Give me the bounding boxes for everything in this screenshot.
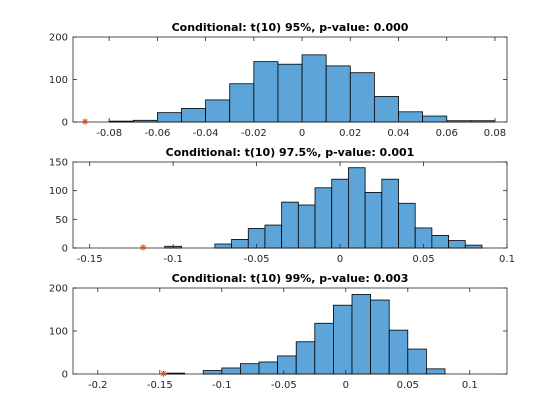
x-tick-label: -0.04: [193, 128, 219, 139]
histogram-bar: [446, 120, 472, 123]
histogram-bar: [264, 224, 283, 249]
x-tick-label: 0: [299, 128, 305, 139]
histogram-bar: [281, 201, 299, 249]
y-tick-label: 0: [62, 118, 68, 129]
histogram-bar: [253, 61, 279, 123]
histogram-bar: [398, 202, 416, 249]
x-tick-label: 0.05: [397, 380, 419, 391]
panel-title: Conditional: t(10) 95%, p-value: 0.000: [172, 21, 409, 34]
histogram-bar: [398, 111, 424, 123]
y-tick-label: 150: [49, 158, 68, 169]
y-tick-label: 200: [49, 284, 68, 295]
histogram-bar: [464, 244, 483, 249]
y-tick-label: 0: [62, 370, 68, 381]
histogram-bar: [221, 367, 241, 375]
histogram-bar: [422, 115, 448, 123]
observed-value-marker: [139, 244, 147, 251]
histogram-bar: [229, 83, 255, 123]
histogram-bar: [205, 99, 231, 123]
histogram-bar: [351, 294, 372, 375]
histogram-bar: [314, 322, 334, 375]
histogram-bar: [314, 187, 333, 249]
histogram-bar: [301, 54, 327, 123]
x-tick-label: -0.05: [244, 254, 270, 265]
histogram-bar: [331, 178, 349, 249]
observed-value-marker: [81, 118, 89, 125]
x-tick-label: 0: [343, 380, 349, 391]
histogram-bar: [277, 355, 297, 375]
histogram-panel-1: -0.08 -0.06 -0.04 -0.02 0 0.02 0.04 0.06 0.08 0 10…: [49, 21, 508, 139]
x-tick-label: -0.08: [96, 128, 122, 139]
histogram-bar: [425, 368, 446, 375]
x-tick-label: -0.05: [271, 380, 297, 391]
histogram-bar: [108, 120, 134, 123]
y-tick-label: 50: [55, 215, 68, 226]
histogram-bar: [231, 238, 249, 249]
y-tick-label: 100: [49, 186, 68, 197]
histogram-bar: [388, 329, 409, 375]
histogram-bar: [132, 119, 158, 123]
x-tick-label: -0.06: [144, 128, 170, 139]
x-tick-label: -0.02: [241, 128, 267, 139]
histogram-bar: [381, 178, 399, 249]
histogram-bar: [349, 72, 375, 123]
x-tick-label: -0.2: [88, 380, 108, 391]
histogram-bar: [348, 167, 366, 249]
x-tick-label: 0.1: [499, 254, 515, 265]
histogram-panel-2: -0.15 -0.1 -0.05 0 0.05 0.1 0 50 100 150 Condition…: [49, 146, 515, 265]
histogram-bar: [277, 63, 303, 123]
histogram-panel-3: -0.2 -0.15 -0.1 -0.05 0 0.05 0.1 0 100 200 Conditi…: [49, 272, 508, 391]
y-tick-label: 200: [49, 33, 68, 44]
observed-value-marker: [160, 370, 167, 377]
histogram-bar: [431, 234, 449, 249]
histogram-bar: [239, 363, 260, 375]
x-tick-label: -0.15: [77, 254, 103, 265]
x-tick-label: -0.1: [163, 254, 183, 265]
x-tick-label: 0.08: [484, 128, 506, 139]
y-tick-label: 0: [62, 244, 68, 255]
histogram-bar: [181, 108, 207, 123]
x-tick-label: 0: [337, 254, 343, 265]
x-tick-label: -0.1: [212, 380, 232, 391]
histogram-bar: [214, 243, 232, 249]
histogram-bar: [407, 348, 427, 375]
histogram-bar: [364, 191, 383, 249]
histogram-bar: [295, 341, 316, 375]
x-tick-label: -0.15: [147, 380, 173, 391]
histogram-bar: [325, 65, 351, 123]
x-tick-label: 0.06: [436, 128, 458, 139]
histogram-bar: [332, 304, 353, 375]
histogram-bar: [165, 372, 186, 375]
histogram-bar: [202, 370, 223, 375]
panel-title: Conditional: t(10) 97.5%, p-value: 0.001: [166, 146, 415, 159]
histogram-bar: [373, 96, 399, 123]
histogram-bar: [470, 120, 496, 123]
histogram-bar: [448, 240, 466, 249]
x-tick-label: 0.1: [462, 380, 478, 391]
histogram-bar: [370, 299, 390, 375]
histogram-bar: [258, 361, 279, 375]
x-tick-label: 0.05: [412, 254, 434, 265]
x-tick-label: 0.04: [387, 128, 409, 139]
histogram-bar: [156, 112, 182, 123]
x-tick-label: 0.02: [339, 128, 361, 139]
y-tick-label: 100: [49, 327, 68, 338]
panel-title: Conditional: t(10) 99%, p-value: 0.003: [172, 272, 409, 285]
y-tick-label: 100: [49, 75, 68, 86]
histogram-bar: [297, 204, 316, 249]
